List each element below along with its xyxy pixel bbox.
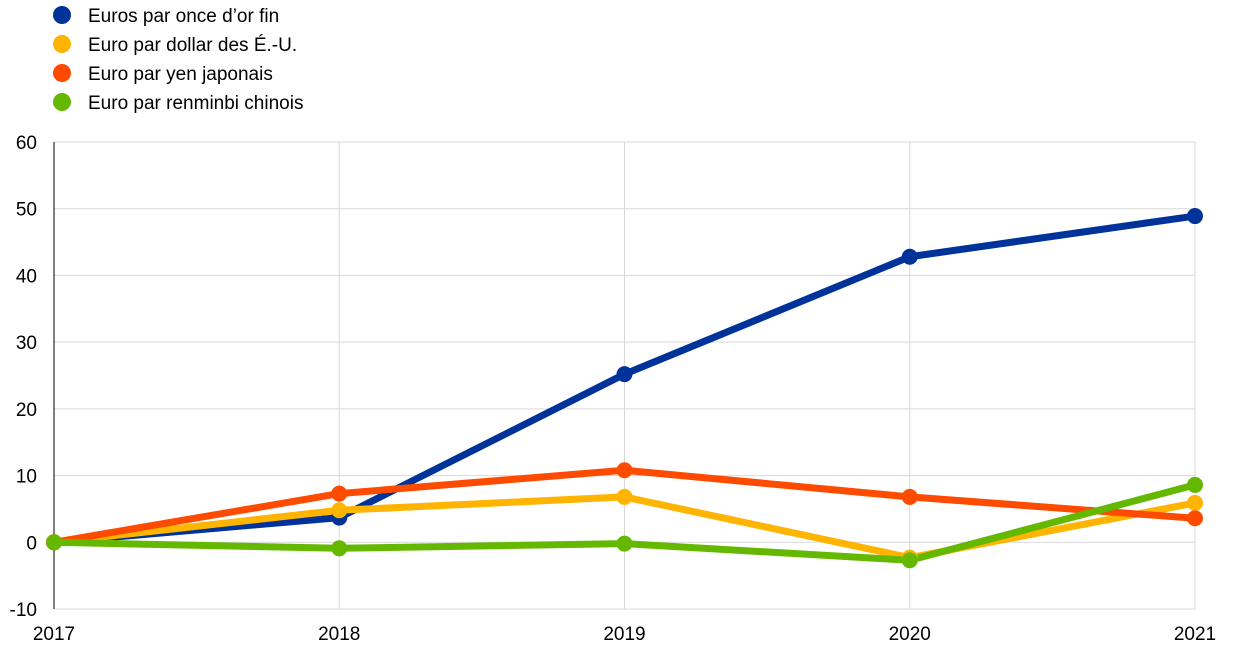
- y-tick-label: 60: [16, 133, 37, 154]
- y-tick-label: 50: [16, 200, 37, 221]
- legend-label: Euros par once d’or fin: [88, 6, 279, 27]
- legend-label: Euro par yen japonais: [88, 64, 273, 85]
- legend-marker: [53, 6, 71, 24]
- legend-label: Euro par renminbi chinois: [88, 93, 303, 114]
- legend: Euros par once d’or fin Euro par dollar d…: [53, 6, 303, 114]
- data-point: [331, 485, 348, 502]
- legend-marker: [53, 93, 71, 111]
- y-tick-label: -10: [10, 600, 37, 621]
- y-tick-label: 30: [16, 333, 37, 354]
- x-tick-label: 2020: [889, 624, 931, 645]
- legend-marker: [53, 35, 71, 53]
- data-point: [901, 248, 918, 265]
- series-points: [46, 208, 1203, 569]
- grid: [53, 141, 1196, 610]
- y-axis: -10 0 10 20 30 40 50 60: [10, 133, 37, 621]
- y-tick-label: 20: [16, 400, 37, 421]
- x-tick-label: 2018: [318, 624, 360, 645]
- data-point: [46, 534, 62, 551]
- legend-marker: [53, 64, 71, 82]
- data-point: [901, 552, 918, 569]
- data-point: [616, 462, 633, 479]
- data-point: [1187, 494, 1203, 511]
- x-tick-label: 2017: [33, 624, 75, 645]
- data-point: [1187, 476, 1203, 493]
- x-tick-label: 2019: [603, 624, 645, 645]
- data-point: [616, 366, 633, 383]
- legend-label: Euro par dollar des É.-U.: [88, 35, 297, 56]
- y-tick-label: 40: [16, 266, 37, 287]
- x-tick-label: 2021: [1174, 624, 1216, 645]
- data-point: [901, 488, 918, 505]
- y-tick-label: 0: [26, 533, 37, 554]
- data-point: [1187, 510, 1203, 527]
- data-point: [331, 502, 348, 519]
- data-point: [616, 488, 633, 505]
- data-point: [331, 540, 348, 557]
- x-axis: 2017 2018 2019 2020 2021: [33, 624, 1216, 645]
- data-point: [1187, 208, 1203, 225]
- y-tick-label: 10: [16, 467, 37, 488]
- data-point: [616, 535, 633, 552]
